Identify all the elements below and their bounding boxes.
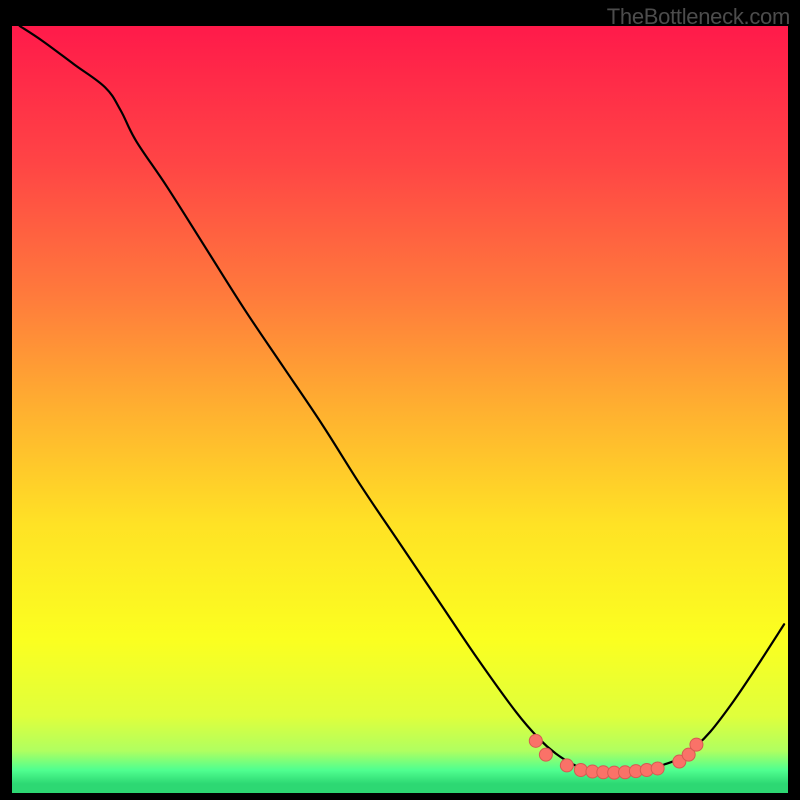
marker-dot (529, 734, 542, 747)
marker-dot (539, 748, 552, 761)
marker-dot (560, 759, 573, 772)
gradient-background (12, 26, 788, 793)
marker-dot (690, 738, 703, 751)
marker-dot (574, 763, 587, 776)
bottleneck-chart (0, 0, 800, 800)
marker-dot (651, 762, 664, 775)
watermark: TheBottleneck.com (607, 4, 790, 30)
